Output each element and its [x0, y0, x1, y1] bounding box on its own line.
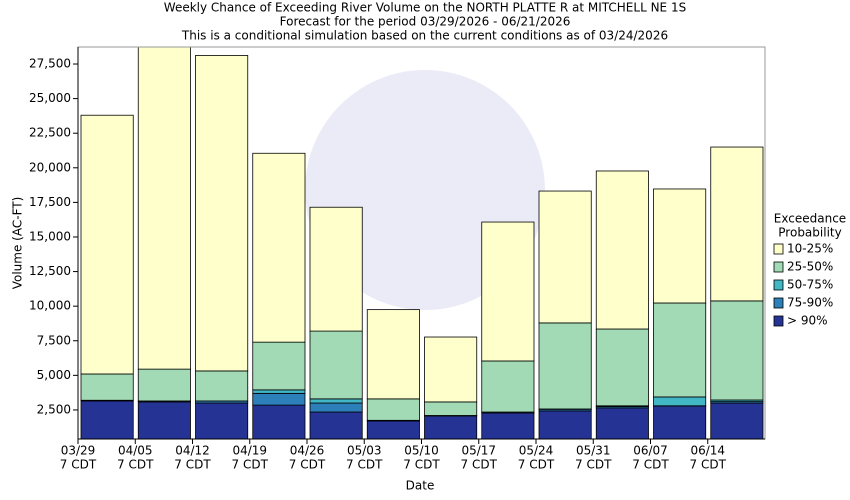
legend-swatch [773, 315, 784, 327]
bar-segment [710, 402, 764, 439]
legend-swatch [773, 297, 784, 309]
bar-segment [137, 47, 191, 370]
bar-segment [252, 404, 306, 439]
x-axis-label: Date [406, 479, 435, 493]
chart-subtitle: Forecast for the period 03/29/2026 - 06/… [280, 15, 571, 29]
bar-segment [653, 396, 707, 407]
chart-subtitle: This is a conditional simulation based o… [181, 29, 668, 43]
bar-segment [653, 405, 707, 439]
bar-segment [252, 341, 306, 391]
bar-segment [481, 360, 535, 413]
y-tick-label: 27,500 [29, 57, 71, 71]
x-tick-label: 03/29 [61, 444, 96, 458]
x-tick-label: 7 CDT [461, 458, 498, 472]
bar-segment [710, 300, 764, 401]
bar-segment [309, 411, 363, 439]
x-tick-label: 7 CDT [232, 458, 269, 472]
x-tick-label: 7 CDT [575, 458, 612, 472]
y-tick-label: 17,500 [29, 195, 71, 209]
y-tick-label: 2,500 [37, 402, 71, 416]
bar-segment [80, 114, 134, 375]
x-tick-label: 06/14 [690, 444, 725, 458]
bar-segment [538, 322, 592, 410]
x-tick-label: 7 CDT [117, 458, 154, 472]
y-tick-label: 25,000 [29, 91, 71, 105]
bar-segment [366, 309, 420, 400]
legend-label: 75-90% [787, 296, 833, 310]
bar-segment [309, 206, 363, 332]
x-tick-label: 7 CDT [403, 458, 440, 472]
x-tick-label: 05/17 [461, 444, 496, 458]
bars [80, 47, 764, 439]
bar-segment [653, 188, 707, 304]
bar-segment [481, 412, 535, 439]
bar-segment [252, 389, 306, 394]
bar-segment [80, 400, 134, 439]
y-tick-label: 10,000 [29, 299, 71, 313]
legend-swatch [773, 279, 784, 291]
x-tick-label: 7 CDT [60, 458, 97, 472]
x-tick-label: 06/07 [633, 444, 668, 458]
bar-segment [80, 373, 134, 401]
bar-segment [710, 146, 764, 302]
bar-segment [424, 336, 478, 403]
x-tick-label: 7 CDT [346, 458, 383, 472]
bar-segment [595, 170, 649, 330]
y-tick-label: 20,000 [29, 160, 71, 174]
y-tick-label: 5,000 [37, 368, 71, 382]
x-tick-label: 04/19 [232, 444, 267, 458]
y-tick-label: 7,500 [37, 333, 71, 347]
legend-label: 25-50% [787, 260, 833, 274]
legend-label: > 90% [787, 314, 828, 328]
x-tick-label: 04/26 [290, 444, 325, 458]
bar-segment [424, 401, 478, 416]
bar-segment [195, 402, 249, 439]
legend-title: Exceedance [774, 212, 846, 226]
bar-segment [309, 402, 363, 413]
bar-segment [137, 401, 191, 439]
bar-segment [538, 190, 592, 324]
legend-swatch [773, 243, 784, 255]
chart-title: Weekly Chance of Exceeding River Volume … [164, 1, 686, 15]
x-tick-label: 05/24 [519, 444, 554, 458]
x-tick-label: 04/05 [118, 444, 153, 458]
bar-segment [653, 302, 707, 398]
y-tick-label: 12,500 [29, 264, 71, 278]
x-tick-label: 7 CDT [174, 458, 211, 472]
bar-segment [309, 330, 363, 400]
bar-segment [195, 370, 249, 402]
bar-segment [309, 398, 363, 404]
x-tick-label: 7 CDT [518, 458, 555, 472]
bar-segment [481, 221, 535, 362]
bar-segment [538, 410, 592, 439]
legend-label: 10-25% [787, 242, 833, 256]
x-tick-label: 7 CDT [289, 458, 326, 472]
x-tick-label: 05/03 [347, 444, 382, 458]
legend-swatch [773, 261, 784, 273]
x-tick-label: 7 CDT [632, 458, 669, 472]
bar-segment [366, 398, 420, 421]
x-tick-label: 7 CDT [690, 458, 727, 472]
bar-segment [595, 328, 649, 407]
y-tick-label: 22,500 [29, 126, 71, 140]
bar-segment [137, 368, 191, 402]
legend-label: 50-75% [787, 278, 833, 292]
y-tick-label: 15,000 [29, 229, 71, 243]
x-tick-label: 05/31 [576, 444, 611, 458]
legend-title: Probability [778, 226, 841, 240]
x-tick-label: 04/12 [175, 444, 210, 458]
bar-segment [252, 392, 306, 406]
bar-segment [252, 152, 306, 343]
x-tick-label: 05/10 [404, 444, 439, 458]
bar-segment [195, 55, 249, 372]
y-axis-label: Volume (AC-FT) [11, 197, 25, 290]
